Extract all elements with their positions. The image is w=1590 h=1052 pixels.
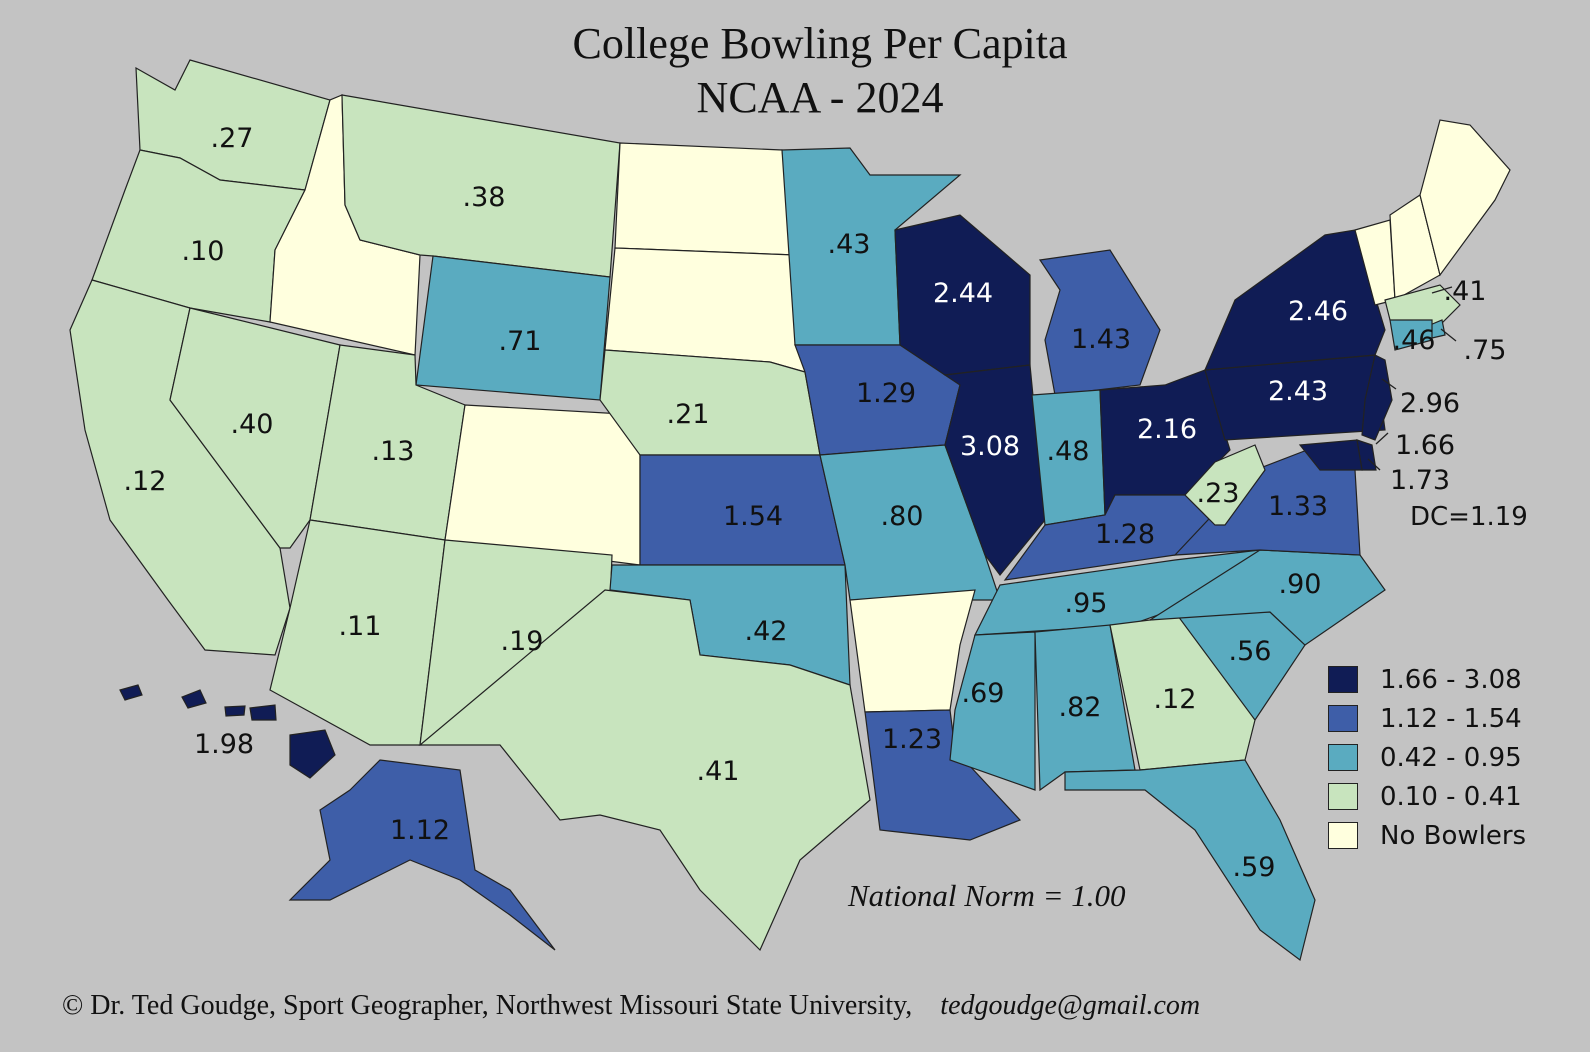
state-texas xyxy=(418,589,871,952)
state-value-california: .12 xyxy=(124,466,167,497)
state-value-louisiana: 1.23 xyxy=(882,724,942,755)
state-value-alabama: .82 xyxy=(1059,692,1102,723)
state-value-kansas: 1.54 xyxy=(723,501,783,532)
legend-label: 1.66 - 3.08 xyxy=(1380,664,1522,695)
state-value-alaska: 1.12 xyxy=(390,815,450,846)
state-value-nevada: .40 xyxy=(231,409,274,440)
state-value-wyoming: .71 xyxy=(499,326,542,357)
hawaii-island-shape xyxy=(181,689,207,709)
state-value-connecticut: .46 xyxy=(1393,325,1436,356)
state-value-delaware: 1.66 xyxy=(1395,430,1455,461)
dc-label: DC=1.19 xyxy=(1410,502,1528,532)
state-value-mississippi: .69 xyxy=(962,678,1005,709)
legend-swatch xyxy=(1328,822,1358,849)
state-value-nebraska: .21 xyxy=(667,399,710,430)
state-value-south-carolina: .56 xyxy=(1229,636,1272,667)
legend-label: 0.10 - 0.41 xyxy=(1380,781,1522,812)
legend-item: 0.42 - 0.95 xyxy=(1328,738,1526,777)
state-value-florida: .59 xyxy=(1233,852,1276,883)
state-value-kentucky: 1.28 xyxy=(1095,519,1155,550)
state-alaska xyxy=(288,759,556,951)
state-value-montana: .38 xyxy=(463,182,506,213)
hawaii-island-shape xyxy=(119,684,143,701)
state-value-michigan: 1.43 xyxy=(1071,324,1131,355)
legend-item: 0.10 - 0.41 xyxy=(1328,777,1526,816)
state-value-north-carolina: .90 xyxy=(1279,569,1322,600)
state-arkansas xyxy=(849,589,976,713)
state-value-utah: .13 xyxy=(372,436,415,467)
legend-swatch xyxy=(1328,783,1358,810)
state-value-oregon: .10 xyxy=(182,236,225,267)
state-value-oklahoma: .42 xyxy=(745,616,788,647)
state-maine xyxy=(1419,119,1511,277)
legend-label: 0.42 - 0.95 xyxy=(1380,742,1522,773)
footer-credit: © Dr. Ted Goudge, Sport Geographer, Nort… xyxy=(62,990,1200,1022)
state-new-jersey xyxy=(1361,354,1393,441)
state-illinois xyxy=(943,364,1046,576)
email-text: tedgoudge@gmail.com xyxy=(940,990,1201,1021)
state-louisiana xyxy=(864,709,1022,841)
state-value-ohio: 2.16 xyxy=(1137,414,1197,445)
state-value-pennsylvania: 2.43 xyxy=(1268,376,1328,407)
hawaii-island-shape xyxy=(249,704,277,721)
state-value-minnesota: .43 xyxy=(828,229,871,260)
state-value-washington: .27 xyxy=(211,123,254,154)
state-massachusetts xyxy=(1384,284,1461,326)
state-west-virginia xyxy=(1184,444,1266,526)
map-subtitle: NCAA - 2024 xyxy=(696,73,944,122)
legend-item: 1.12 - 1.54 xyxy=(1328,699,1526,738)
legend-item: 1.66 - 3.08 xyxy=(1328,660,1526,699)
legend-label: No Bowlers xyxy=(1380,820,1527,851)
state-value-arizona: .11 xyxy=(339,611,382,642)
credit-text: © Dr. Ted Goudge, Sport Geographer, Nort… xyxy=(62,990,913,1021)
state-value-georgia: .12 xyxy=(1154,684,1197,715)
national-norm: National Norm = 1.00 xyxy=(848,878,1126,913)
state-value-rhode-island: .75 xyxy=(1464,335,1507,366)
legend-item: No Bowlers xyxy=(1328,816,1526,855)
legend-swatch xyxy=(1328,705,1358,732)
state-value-texas: .41 xyxy=(697,756,740,787)
hawaii-island-shape xyxy=(224,705,246,717)
state-value-virginia: 1.33 xyxy=(1268,491,1328,522)
state-value-indiana: .48 xyxy=(1047,436,1090,467)
state-florida xyxy=(1064,759,1316,962)
state-michigan xyxy=(1038,249,1161,396)
state-value-missouri: .80 xyxy=(881,501,924,532)
legend-label: 1.12 - 1.54 xyxy=(1380,703,1522,734)
state-value-illinois: 3.08 xyxy=(960,431,1020,462)
state-colorado xyxy=(444,404,641,566)
state-north-dakota xyxy=(614,142,796,256)
state-value-west-virginia: .23 xyxy=(1197,478,1240,509)
state-value-tennessee: .95 xyxy=(1065,588,1108,619)
state-maryland xyxy=(1298,439,1363,471)
state-mississippi xyxy=(949,631,1036,791)
state-value-new-mexico: .19 xyxy=(501,626,544,657)
state-value-new-jersey: 2.96 xyxy=(1400,388,1460,419)
map-title: College Bowling Per Capita xyxy=(572,19,1068,68)
state-value-massachusetts: .41 xyxy=(1444,276,1487,307)
legend: 1.66 - 3.08 1.12 - 1.54 0.42 - 0.95 0.10… xyxy=(1328,660,1526,855)
state-value-new-york: 2.46 xyxy=(1288,296,1348,327)
state-value-iowa: 1.29 xyxy=(856,378,916,409)
state-value-maryland: 1.73 xyxy=(1390,465,1450,496)
state-hawaii xyxy=(289,729,336,779)
legend-swatch xyxy=(1328,666,1358,693)
legend-swatch xyxy=(1328,744,1358,771)
state-new-york xyxy=(1204,229,1386,371)
state-connecticut xyxy=(1389,319,1433,351)
state-montana xyxy=(341,94,621,278)
state-value-wisconsin: 2.44 xyxy=(933,278,993,309)
state-value-hawaii: 1.98 xyxy=(194,729,254,760)
